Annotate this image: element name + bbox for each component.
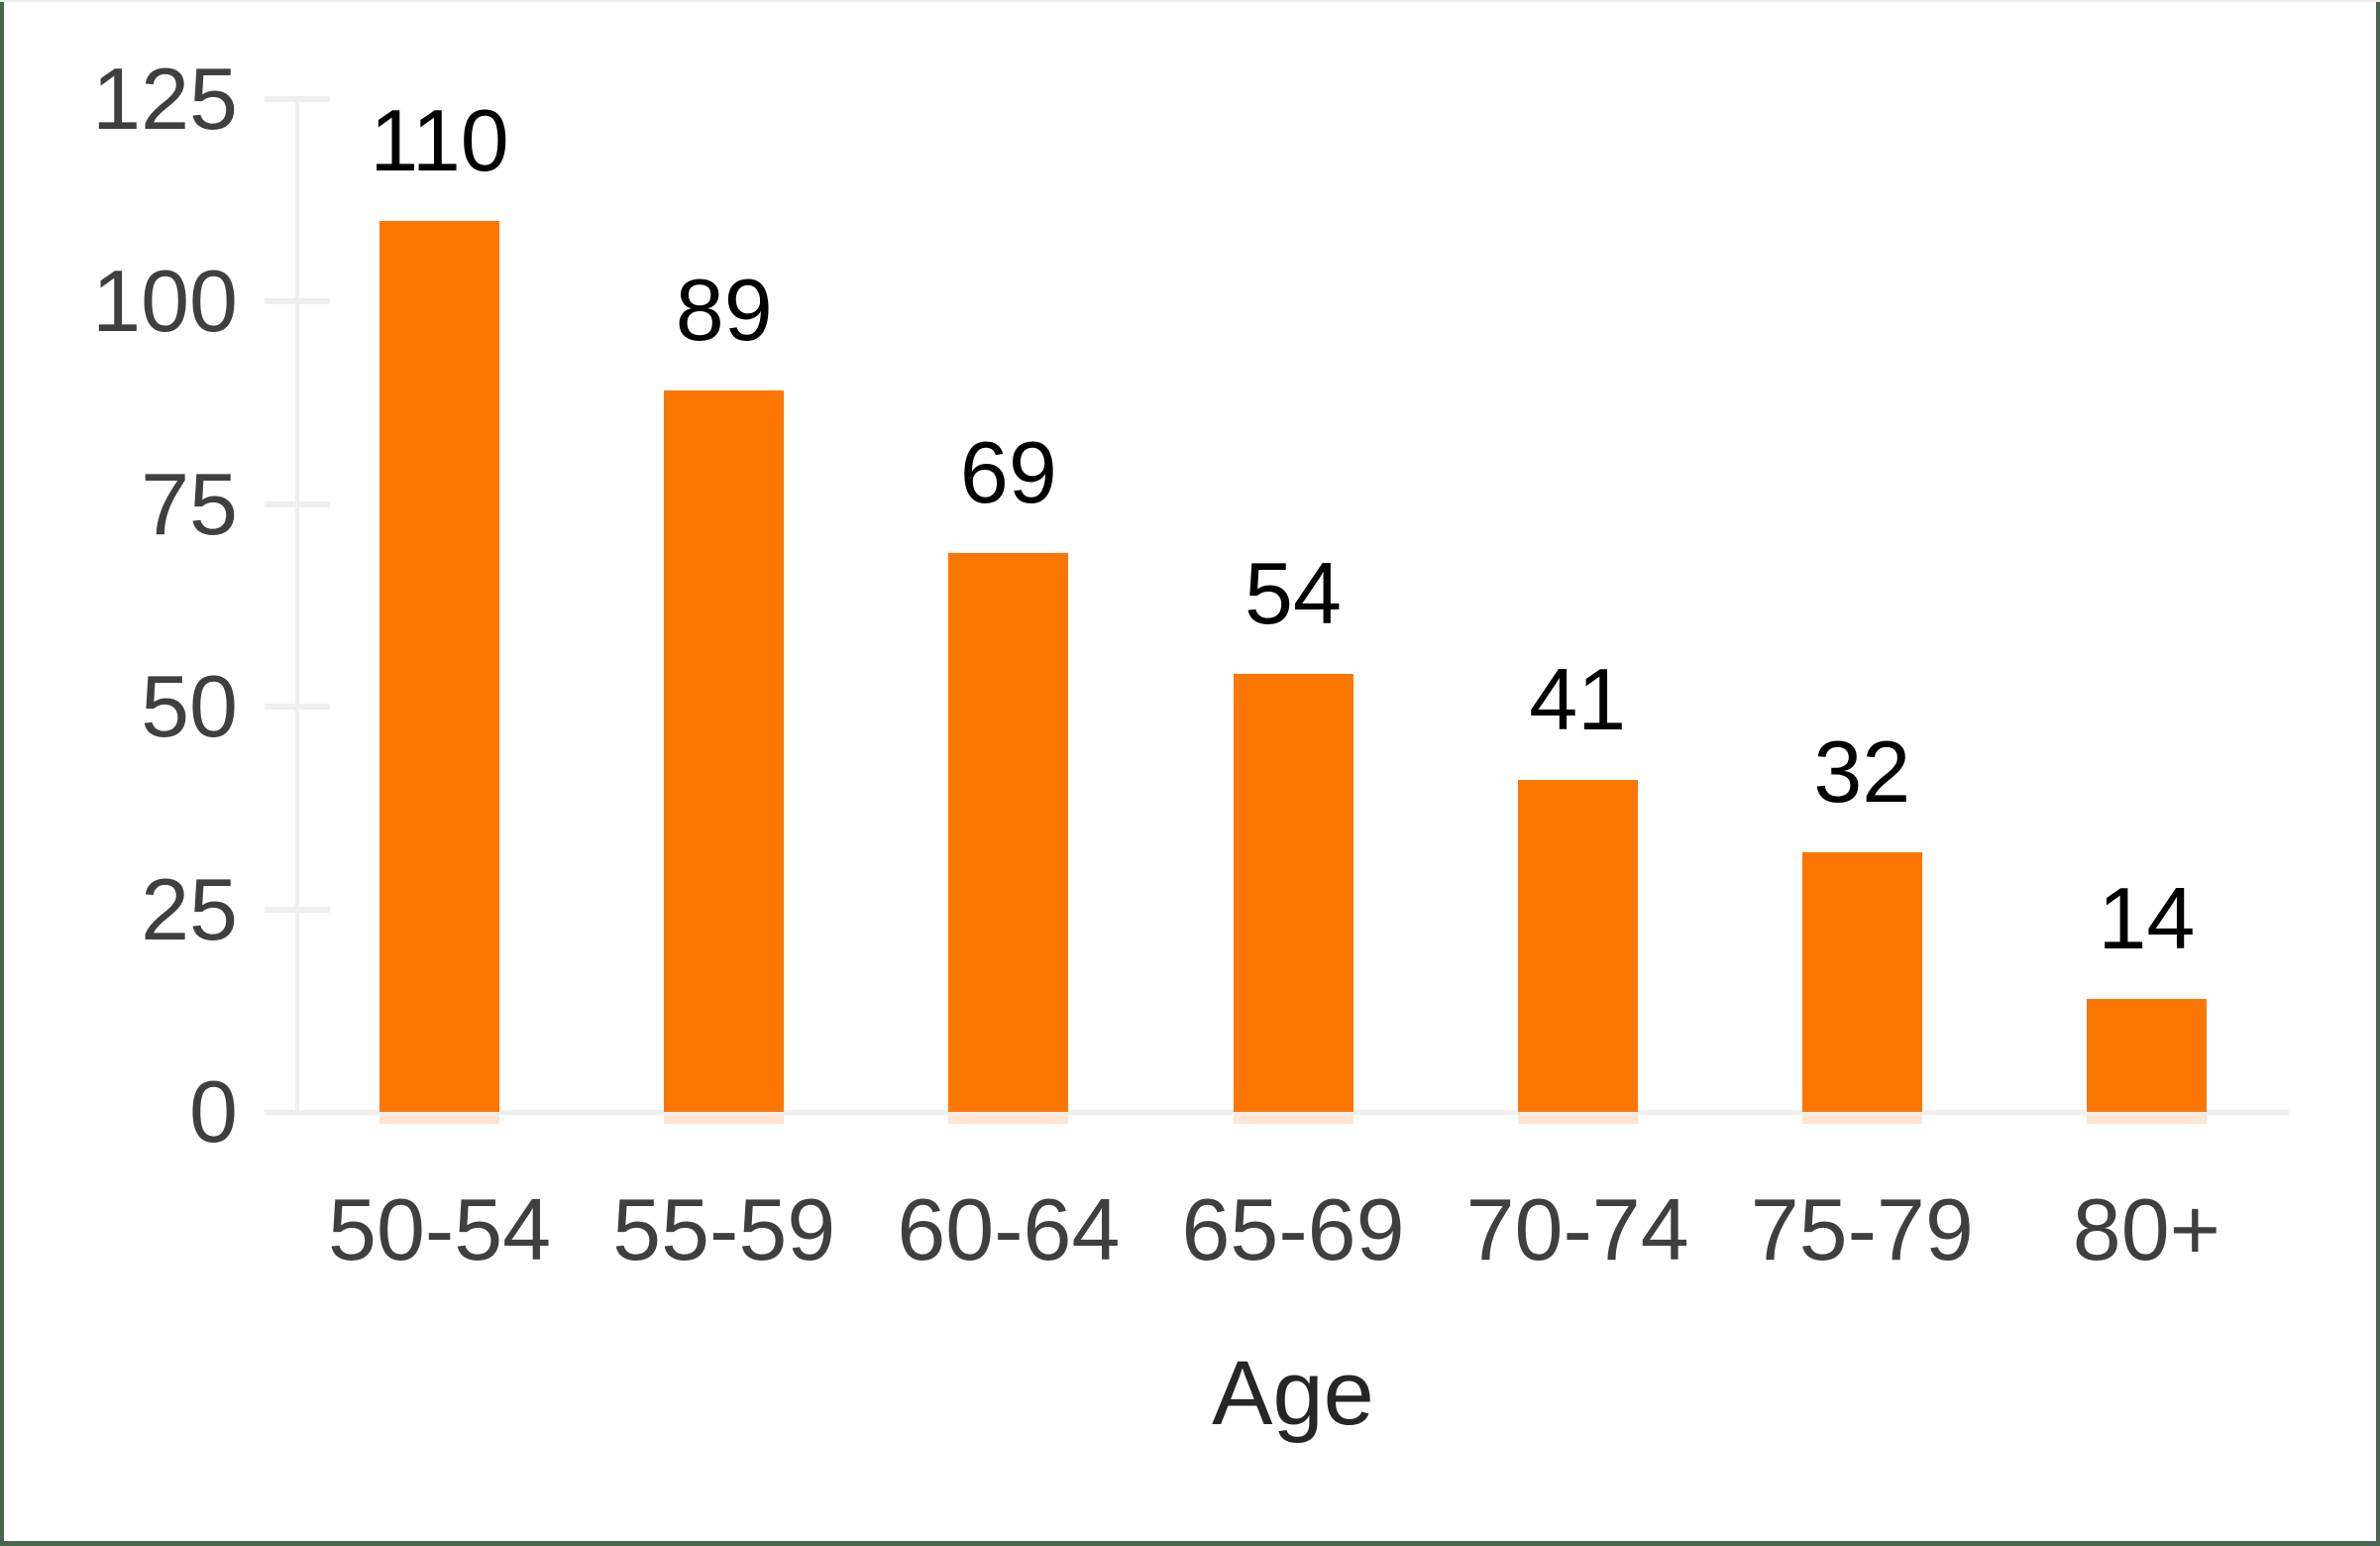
- y-tick-mark: [265, 96, 330, 102]
- bar-data-label: 41: [1529, 649, 1627, 748]
- x-tick-label: 60-64: [897, 1180, 1121, 1278]
- y-tick-mark: [265, 298, 330, 305]
- frame-border-bottom: [0, 1541, 2380, 1546]
- bar-data-label: 14: [2098, 868, 2196, 967]
- bar-reflection: [948, 1115, 1069, 1124]
- x-tick-label: 50-54: [328, 1180, 552, 1278]
- bar: [948, 552, 1069, 1112]
- y-tick-label: 75: [141, 454, 238, 553]
- y-tick-mark: [265, 906, 330, 913]
- x-tick-label: 65-69: [1181, 1180, 1405, 1278]
- x-tick-label: 55-59: [612, 1180, 836, 1278]
- bar: [2086, 998, 2207, 1112]
- x-tick-label: 80+: [2072, 1180, 2221, 1278]
- y-tick-label: 100: [92, 252, 238, 351]
- y-tick-label: 50: [141, 657, 238, 756]
- bar-data-label: 89: [675, 261, 773, 360]
- bar-data-label: 54: [1244, 544, 1342, 643]
- frame-border-right: [2376, 0, 2380, 1546]
- bar: [664, 390, 785, 1112]
- frame-border-left: [0, 0, 4, 1546]
- bar-reflection: [1801, 1115, 1922, 1124]
- bar-data-label: 32: [1813, 722, 1911, 822]
- bar: [379, 220, 500, 1112]
- y-tick-label: 0: [189, 1062, 238, 1160]
- bar-reflection: [1233, 1115, 1353, 1124]
- y-axis-line: [295, 99, 299, 1112]
- bar: [1517, 779, 1638, 1112]
- bar-reflection: [664, 1115, 785, 1124]
- y-tick-mark: [265, 500, 330, 507]
- x-tick-label: 70-74: [1465, 1180, 1689, 1278]
- x-axis-title: Age: [1212, 1343, 1374, 1444]
- bar-data-label: 69: [959, 422, 1057, 521]
- bar-reflection: [1517, 1115, 1638, 1124]
- bar-data-label: 110: [370, 90, 509, 189]
- bar-reflection: [2086, 1115, 2207, 1124]
- y-tick-label: 125: [92, 50, 238, 148]
- bar: [1801, 852, 1922, 1112]
- bar-reflection: [379, 1115, 500, 1124]
- x-tick-label: 75-79: [1750, 1180, 1974, 1278]
- bar: [1233, 674, 1353, 1112]
- frame-border-top: [0, 0, 2380, 2]
- y-tick-mark: [265, 704, 330, 711]
- y-tick-label: 25: [141, 859, 238, 958]
- x-axis-line: [265, 1110, 2289, 1115]
